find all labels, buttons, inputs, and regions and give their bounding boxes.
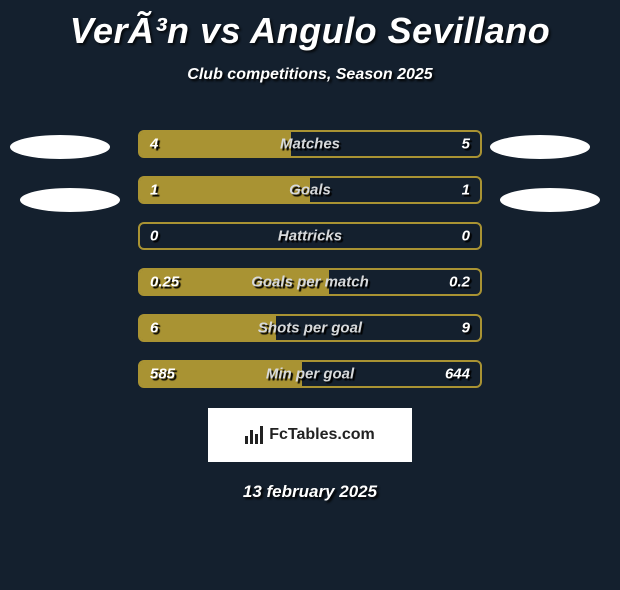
date-text: 13 february 2025 [0, 482, 620, 502]
player-right-ellipse-1 [490, 135, 590, 159]
stat-value-left: 0 [150, 228, 158, 245]
stat-label: Hattricks [278, 228, 342, 245]
stat-fill-left [140, 132, 291, 156]
logo-box: FcTables.com [208, 408, 412, 462]
player-left-ellipse-1 [10, 135, 110, 159]
stat-value-right: 0 [462, 228, 470, 245]
stat-label: Goals per match [251, 274, 369, 291]
stat-value-right: 1 [462, 182, 470, 199]
logo-text: FcTables.com [269, 426, 375, 444]
stat-fill-left [140, 316, 276, 340]
stat-row: 0 Hattricks 0 [138, 222, 482, 250]
stat-label: Shots per goal [258, 320, 362, 337]
stat-value-left: 6 [150, 320, 158, 337]
stat-row: 4 Matches 5 [138, 130, 482, 158]
player-right-ellipse-2 [500, 188, 600, 212]
stat-value-right: 9 [462, 320, 470, 337]
stat-label: Min per goal [266, 366, 354, 383]
stat-row: 6 Shots per goal 9 [138, 314, 482, 342]
stats-container: 4 Matches 5 1 Goals 1 0 Hattricks 0 0.25 Goals per… [0, 130, 620, 388]
stat-fill-left [140, 178, 310, 202]
stat-value-left: 1 [150, 182, 158, 199]
stat-label: Goals [289, 182, 331, 199]
stat-value-right: 0.2 [449, 274, 470, 291]
page-title: VerÃ³n vs Angulo Sevillano [0, 10, 620, 52]
stat-row: 1 Goals 1 [138, 176, 482, 204]
stat-row: 585 Min per goal 644 [138, 360, 482, 388]
stat-label: Matches [280, 136, 340, 153]
bar-chart-icon [245, 426, 263, 444]
stat-row: 0.25 Goals per match 0.2 [138, 268, 482, 296]
stat-value-right: 5 [462, 136, 470, 153]
player-left-ellipse-2 [20, 188, 120, 212]
stat-value-left: 585 [150, 366, 175, 383]
stat-value-left: 0.25 [150, 274, 179, 291]
stat-value-right: 644 [445, 366, 470, 383]
stat-value-left: 4 [150, 136, 158, 153]
subtitle: Club competitions, Season 2025 [0, 66, 620, 84]
